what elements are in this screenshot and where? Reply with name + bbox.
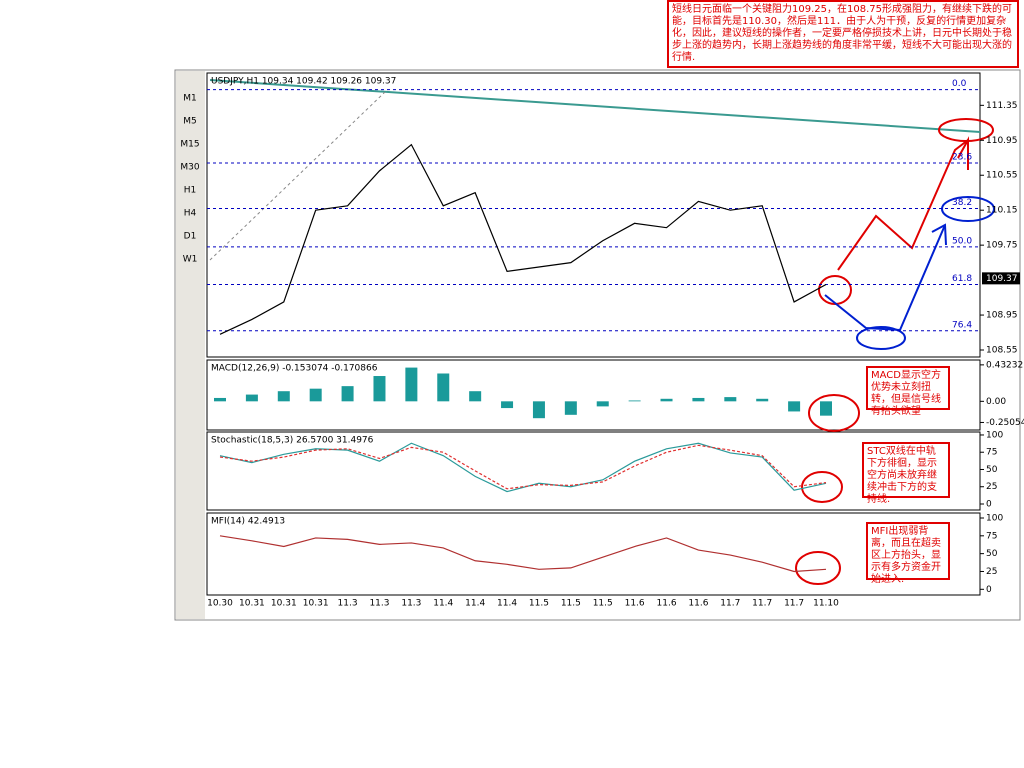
panel-legend: MACD(12,26,9) -0.153074 -0.170866 xyxy=(211,364,378,374)
bar xyxy=(820,401,832,416)
macd-panel xyxy=(206,359,981,431)
last-price-box xyxy=(982,272,1020,285)
panel-legend: MFI(14) 42.4913 xyxy=(211,517,285,527)
toolbar xyxy=(176,71,205,619)
timeframe-button[interactable]: M1 xyxy=(183,94,197,104)
note-stc: STC双线在中轨下方徘徊，显示空方尚未放弃继续冲击下方的支持线. xyxy=(862,442,950,505)
bar xyxy=(245,394,258,402)
bar xyxy=(501,401,514,409)
timeframe-button[interactable]: M30 xyxy=(180,163,199,173)
x-tick-label: 11.5 xyxy=(561,599,581,609)
timeframe-button[interactable]: H1 xyxy=(184,186,197,196)
bar xyxy=(756,398,769,402)
panel-legend: Stochastic(18,5,3) 26.5700 31.4976 xyxy=(211,436,374,446)
timeframe-button[interactable]: D1 xyxy=(184,232,197,242)
x-tick-label: 11.7 xyxy=(752,599,772,609)
bar xyxy=(277,391,290,402)
y-tick-label: 100 xyxy=(986,513,1003,523)
timeframe-button[interactable]: M15 xyxy=(180,140,199,150)
stoch-panel xyxy=(206,431,981,511)
y-tick-label: 50 xyxy=(986,549,998,559)
annotations xyxy=(795,118,994,585)
y-tick-label: 0 xyxy=(986,499,992,509)
bar xyxy=(596,401,609,407)
x-tick-label: 10.30 xyxy=(207,599,233,609)
x-tick-label: 11.6 xyxy=(688,599,708,609)
note-top: 短线日元面临一个关键阻力109.25，在108.75形成强阻力，有继续下跌的可能… xyxy=(667,0,1019,68)
x-tick-label: 11.3 xyxy=(338,599,358,609)
bar xyxy=(405,367,418,402)
series-line xyxy=(219,143,827,335)
bar xyxy=(214,397,226,402)
x-tick-label: 11.6 xyxy=(625,599,645,609)
bar xyxy=(692,397,705,402)
timeframe-button[interactable]: W1 xyxy=(183,255,198,265)
x-tick-label: 11.5 xyxy=(529,599,549,609)
fib-label: 76.4 xyxy=(952,320,972,330)
note-macd: MACD显示空方优势未立刻扭转，但是信号线有抬头欲望 xyxy=(866,366,950,417)
note-mfi: MFI出现弱背离，而且在超卖区上方抬头，显示有多方资金开始进入. xyxy=(866,522,950,585)
fib-line xyxy=(209,91,386,261)
y-tick-label: 108.95 xyxy=(986,311,1018,321)
trend-line xyxy=(209,79,981,133)
y-tick-label: 50 xyxy=(986,465,998,475)
bar xyxy=(788,401,801,412)
annotations-blue xyxy=(824,196,995,350)
bar xyxy=(437,373,450,402)
bar xyxy=(373,376,386,402)
x-tick-label: 10.31 xyxy=(271,599,297,609)
y-tick-label: 109.75 xyxy=(986,241,1018,251)
panel-legend: USDJPY,H1 109.34 109.42 109.26 109.37 xyxy=(211,77,396,87)
fib-label: 50.0 xyxy=(952,236,972,246)
bar xyxy=(564,401,577,415)
x-tick-label: 11.4 xyxy=(465,599,485,609)
y-tick-label: 100 xyxy=(986,430,1003,440)
fib-label: 61.8 xyxy=(952,274,972,284)
y-tick-label: 111.35 xyxy=(986,101,1018,111)
last-price: 109.37 xyxy=(986,274,1018,284)
x-tick-label: 11.10 xyxy=(813,599,839,609)
y-tick-label: 75 xyxy=(986,531,997,541)
y-tick-label: 108.55 xyxy=(986,346,1018,356)
y-tick-label: -0.25054 xyxy=(986,418,1024,428)
fib-label: 0.0 xyxy=(952,79,967,89)
y-tick-label: 0 xyxy=(986,585,992,595)
bar xyxy=(628,400,641,402)
y-tick-label: 110.15 xyxy=(986,206,1018,216)
y-tick-label: 25 xyxy=(986,482,997,492)
fib-label: 38.2 xyxy=(952,198,972,208)
timeframe-button[interactable]: M5 xyxy=(183,117,197,127)
y-tick-label: 0.43232 xyxy=(986,360,1023,370)
x-tick-label: 11.3 xyxy=(401,599,421,609)
timeframe-button[interactable]: H4 xyxy=(184,209,197,219)
price-panel xyxy=(206,72,981,358)
series-line xyxy=(219,444,827,490)
x-tick-label: 11.4 xyxy=(497,599,517,609)
x-tick-label: 11.7 xyxy=(720,599,740,609)
fib-label: 23.6 xyxy=(952,153,972,163)
bar xyxy=(469,391,482,402)
x-tick-label: 11.3 xyxy=(369,599,389,609)
x-tick-label: 10.31 xyxy=(303,599,329,609)
series-line xyxy=(219,442,827,493)
y-tick-label: 75 xyxy=(986,448,997,458)
y-tick-label: 110.95 xyxy=(986,136,1018,146)
bar xyxy=(532,401,545,419)
series-line xyxy=(219,535,827,573)
x-tick-label: 11.6 xyxy=(657,599,677,609)
bar xyxy=(341,386,354,402)
x-tick-label: 11.5 xyxy=(593,599,613,609)
x-tick-label: 11.7 xyxy=(784,599,804,609)
bar xyxy=(724,397,737,402)
x-tick-label: 10.31 xyxy=(239,599,265,609)
bar xyxy=(309,388,322,402)
y-tick-label: 25 xyxy=(986,567,997,577)
y-tick-label: 0.00 xyxy=(986,397,1006,407)
y-tick-label: 110.55 xyxy=(986,171,1018,181)
bar xyxy=(660,398,673,402)
x-tick-label: 11.4 xyxy=(433,599,453,609)
